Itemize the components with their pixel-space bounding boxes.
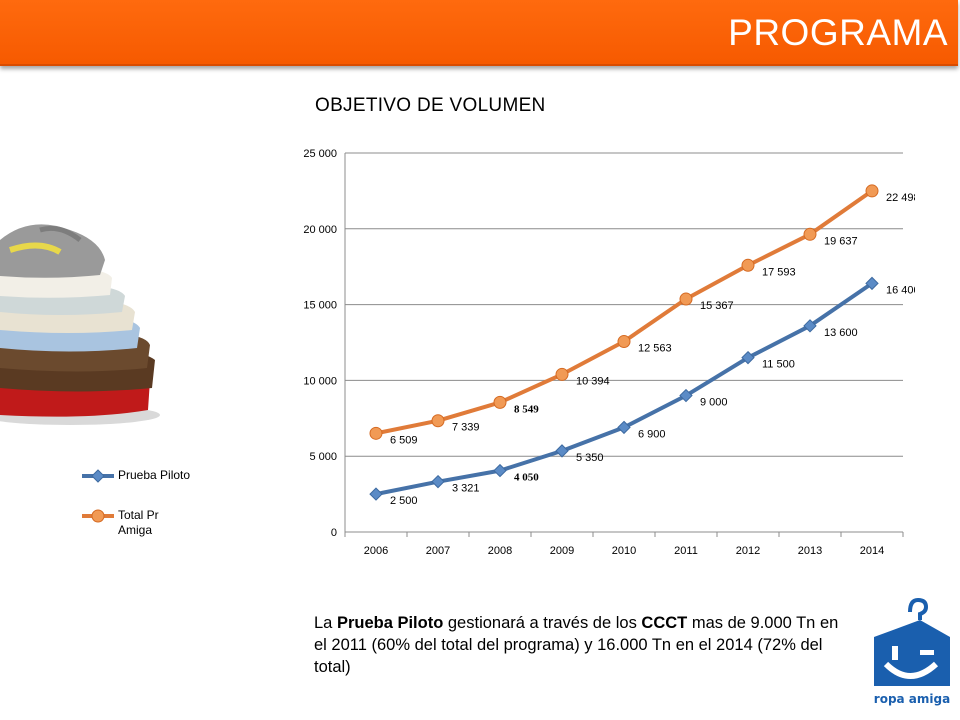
data-label: 19 637 bbox=[824, 235, 858, 247]
data-point-diamond bbox=[431, 474, 445, 489]
data-label: 3 321 bbox=[452, 483, 480, 495]
header-bar: PROGRAMA bbox=[0, 0, 958, 66]
data-label: 12 563 bbox=[638, 343, 672, 355]
data-point-circle bbox=[493, 395, 507, 409]
data-point-circle bbox=[431, 414, 445, 428]
chart-title: OBJETIVO DE VOLUMEN bbox=[315, 95, 546, 116]
data-label: 2 500 bbox=[390, 495, 418, 507]
chart-legend: Prueba Piloto Total Pr Amiga bbox=[80, 468, 220, 548]
data-label: 6 900 bbox=[638, 428, 666, 440]
x-tick-label: 2009 bbox=[550, 545, 574, 557]
data-point-diamond bbox=[555, 444, 569, 458]
logo-text: ropa amiga bbox=[873, 692, 951, 706]
data-label: 5 350 bbox=[576, 452, 604, 464]
data-label: 10 394 bbox=[576, 375, 610, 387]
y-tick-label: 0 bbox=[331, 527, 337, 539]
data-point-circle bbox=[803, 227, 817, 241]
data-label: 7 339 bbox=[452, 422, 480, 434]
data-point-diamond bbox=[679, 388, 693, 403]
y-tick-label: 15 000 bbox=[303, 300, 337, 312]
series-line bbox=[375, 189, 874, 436]
legend-label: Total Pr Amiga bbox=[118, 508, 159, 537]
data-label: 8 549 bbox=[514, 403, 539, 415]
y-tick-label: 20 000 bbox=[303, 224, 337, 236]
data-label: 15 367 bbox=[700, 300, 734, 312]
clothes-stack-image bbox=[0, 224, 160, 425]
caption-part: gestionará a través de los bbox=[443, 614, 642, 632]
data-point-circle bbox=[369, 426, 383, 440]
y-tick-label: 25 000 bbox=[303, 148, 337, 160]
series-line bbox=[375, 281, 874, 497]
legend-line-circle-icon bbox=[82, 509, 114, 523]
caption-text: La Prueba Piloto gestionará a través de … bbox=[314, 612, 854, 678]
data-label: 13 600 bbox=[824, 327, 858, 339]
x-tick-label: 2010 bbox=[612, 545, 636, 557]
data-point-diamond bbox=[369, 487, 383, 501]
legend-item-series-2: Total Pr Amiga bbox=[80, 508, 220, 548]
caption-bold: Prueba Piloto bbox=[336, 614, 444, 632]
data-point-diamond bbox=[617, 420, 631, 435]
x-tick-label: 2006 bbox=[364, 545, 388, 557]
page-title: PROGRAMA bbox=[728, 12, 948, 53]
caption-part: La bbox=[314, 614, 337, 632]
data-label: 4 050 bbox=[514, 472, 539, 484]
y-tick-label: 5 000 bbox=[309, 451, 337, 463]
data-point-circle bbox=[865, 184, 879, 198]
legend-line-diamond-icon bbox=[82, 469, 114, 483]
data-point-diamond bbox=[493, 463, 507, 478]
data-point-circle bbox=[679, 292, 693, 306]
data-label: 17 593 bbox=[762, 266, 796, 278]
x-tick-label: 2008 bbox=[488, 545, 512, 557]
x-tick-label: 2012 bbox=[736, 545, 760, 557]
data-point-diamond bbox=[803, 319, 817, 333]
legend-item-series-1: Prueba Piloto bbox=[80, 468, 220, 508]
data-label: 11 500 bbox=[762, 359, 795, 371]
data-point-diamond bbox=[741, 350, 755, 365]
x-tick-label: 2013 bbox=[798, 545, 822, 557]
data-label: 6 509 bbox=[390, 434, 418, 446]
data-point-diamond bbox=[865, 276, 879, 291]
caption-bold: CCCT bbox=[641, 614, 688, 632]
data-point-circle bbox=[555, 367, 569, 381]
legend-label: Prueba Piloto bbox=[118, 468, 191, 482]
caption-part: mas de 9.000 Tn en el 2011 (60% del tota… bbox=[314, 614, 839, 676]
x-tick-label: 2007 bbox=[426, 545, 450, 557]
data-label: 16 400 bbox=[886, 284, 915, 296]
y-tick-label: 10 000 bbox=[303, 375, 337, 387]
x-tick-label: 2011 bbox=[674, 545, 698, 557]
data-label: 22 498 bbox=[886, 192, 915, 204]
hanger-face-logo-icon bbox=[874, 597, 950, 686]
data-point-circle bbox=[741, 258, 755, 272]
data-label: 9 000 bbox=[700, 397, 728, 409]
line-chart: 0 5 000 10 000 15 000 20 000 25 000 2006 2007 20… bbox=[303, 148, 915, 557]
ropa-amiga-logo: ropa amiga bbox=[870, 592, 954, 714]
x-tick-label: 2014 bbox=[860, 545, 884, 557]
data-point-circle bbox=[617, 335, 631, 349]
